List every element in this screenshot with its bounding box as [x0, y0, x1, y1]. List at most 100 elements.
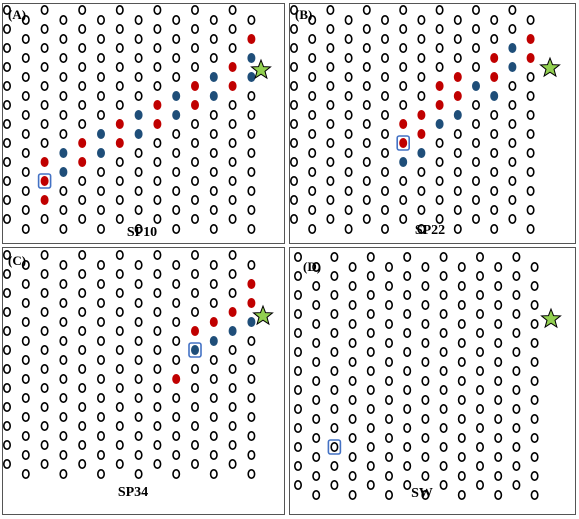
lattice-site	[381, 110, 390, 121]
lattice-site	[439, 347, 448, 358]
lattice-site	[439, 366, 448, 377]
lattice-site	[362, 100, 371, 111]
lattice-site	[172, 431, 181, 442]
lattice-site	[172, 336, 181, 347]
lattice-site	[21, 317, 30, 328]
lattice-site	[326, 214, 335, 225]
lattice-site	[508, 176, 517, 187]
lattice-site	[40, 402, 49, 413]
lattice-site	[366, 347, 375, 358]
lattice-site	[115, 157, 124, 168]
lattice-site	[312, 452, 321, 463]
lattice-site	[294, 461, 303, 472]
lattice-site	[330, 328, 339, 339]
lattice-site	[526, 15, 535, 25]
lattice-site	[3, 383, 11, 393]
lattice-site	[153, 157, 162, 168]
lattice-site	[209, 224, 218, 235]
lattice-site	[97, 91, 106, 102]
blue-site	[417, 148, 426, 159]
lattice-site	[472, 176, 481, 187]
lattice-site	[191, 459, 200, 470]
lattice-site	[153, 138, 162, 149]
red-site	[490, 52, 499, 63]
lattice-site	[228, 42, 237, 53]
lattice-site	[385, 395, 394, 406]
red-site	[435, 81, 444, 92]
lattice-site	[40, 138, 49, 149]
lattice-site	[21, 15, 30, 25]
source-marker	[37, 173, 52, 189]
lattice-site	[399, 61, 408, 72]
lattice-site	[21, 148, 30, 159]
lattice-site	[3, 326, 11, 336]
lattice-site	[526, 72, 535, 83]
lattice-site	[134, 431, 143, 442]
blue-site	[399, 157, 408, 168]
lattice-site	[115, 250, 124, 260]
lattice-site	[421, 357, 430, 368]
lattice-site	[115, 268, 124, 279]
lattice-site	[153, 81, 162, 92]
lattice-site	[381, 129, 390, 140]
lattice-site	[247, 186, 256, 197]
blue-site	[191, 345, 200, 356]
red-site	[228, 61, 237, 72]
lattice-site	[457, 414, 466, 425]
lattice-site	[512, 480, 521, 491]
lattice-site	[439, 385, 448, 396]
lattice-site	[3, 288, 11, 298]
lattice-site	[326, 176, 335, 187]
lattice-site	[399, 195, 408, 206]
lattice-site	[439, 328, 448, 339]
lattice-site	[40, 345, 49, 356]
lattice-site	[97, 336, 106, 347]
red-site	[435, 100, 444, 111]
lattice-site	[209, 355, 218, 366]
lattice-site	[439, 423, 448, 434]
lattice-site	[312, 395, 321, 406]
panel-label: (A)	[8, 7, 27, 22]
lattice-site	[290, 43, 298, 53]
lattice-site	[21, 205, 30, 216]
lattice-site	[417, 15, 426, 25]
lattice-site	[3, 269, 11, 279]
lattice-site	[134, 317, 143, 328]
lattice-site	[530, 280, 539, 291]
lattice-site	[115, 383, 124, 394]
lattice-site	[97, 374, 106, 385]
lattice-site	[348, 490, 357, 501]
lattice-site	[209, 33, 218, 44]
lattice-site	[172, 355, 181, 366]
lattice-site	[530, 471, 539, 482]
red-site	[172, 374, 181, 385]
lattice-site	[330, 308, 339, 319]
panel-label: (B)	[295, 7, 313, 22]
lattice-site	[209, 15, 218, 25]
lattice-site	[366, 480, 375, 491]
lattice-site	[421, 490, 430, 501]
lattice-site	[153, 195, 162, 206]
lattice-site	[326, 61, 335, 72]
lattice-site	[312, 319, 321, 330]
lattice-site	[172, 72, 181, 83]
lattice-site	[453, 167, 462, 178]
lattice-site	[59, 393, 68, 404]
lattice-site	[134, 374, 143, 385]
lattice-site	[312, 490, 321, 501]
lattice-site	[312, 376, 321, 387]
lattice-site	[294, 366, 303, 377]
lattice-site	[3, 402, 11, 412]
lattice-site	[362, 157, 371, 168]
lattice-site	[21, 278, 30, 289]
lattice-site	[115, 5, 124, 15]
lattice-site	[247, 224, 256, 235]
lattice-site	[362, 23, 371, 34]
lattice-site	[3, 100, 11, 110]
panel-d: (D) SW	[289, 247, 576, 515]
lattice-site	[421, 471, 430, 482]
lattice-site	[344, 33, 353, 44]
lattice-site	[40, 5, 49, 15]
red-site	[40, 176, 49, 187]
lattice-site	[494, 471, 503, 482]
